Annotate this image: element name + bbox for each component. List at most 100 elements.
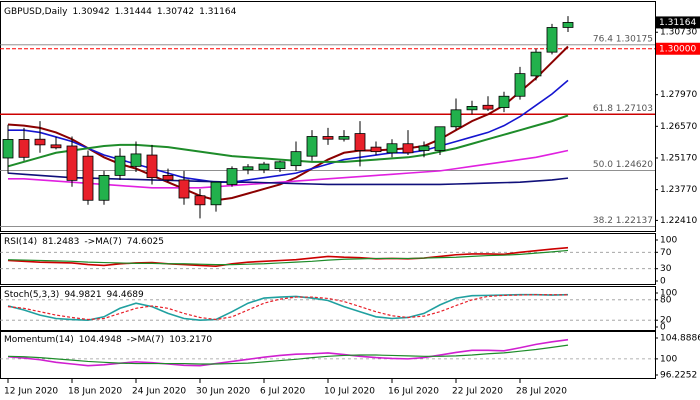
candle-body [34, 138, 46, 146]
y-tick-label: 20 [660, 316, 672, 326]
candle-body [194, 195, 206, 206]
candle-body [162, 174, 174, 181]
candle-body [450, 109, 462, 128]
y-tick-label: 0 [660, 277, 666, 287]
y-tick-label: 1.27970 [660, 90, 697, 100]
indicator-name: Momentum(14) [4, 335, 74, 345]
symbol: GBPUSD,Daily [4, 7, 68, 17]
candle-body [546, 27, 558, 53]
x-tick-label: 22 Jul 2020 [452, 387, 503, 397]
y-tick-label: 80 [660, 295, 672, 305]
candle-body [226, 168, 238, 185]
y-tick-label: 0 [660, 323, 666, 333]
y-tick-label: 1.22410 [660, 216, 697, 226]
indicator-line [7, 338, 569, 367]
candle-body [130, 153, 142, 167]
price-level-box [656, 42, 700, 55]
indicator-name: ->MA(7) [127, 335, 164, 345]
candle-body [274, 161, 286, 170]
x-tick-label: 12 Jun 2020 [4, 387, 58, 397]
indicator-header: RSI(14) 81.2483 ->MA(7) 74.6025 [4, 237, 164, 247]
candle-body [530, 51, 542, 77]
y-tick-label: 100 [660, 289, 677, 299]
x-tick-label: 24 Jun 2020 [132, 387, 186, 397]
indicator-value: 94.9821 [64, 290, 101, 300]
y-tick-label: 100 [660, 354, 677, 364]
x-tick-label: 16 Jul 2020 [388, 387, 439, 397]
candle-body [18, 139, 30, 158]
indicator-line [7, 249, 569, 266]
fib-label: 50.0 1.24620 [593, 160, 653, 170]
header-low: 1.30742 [157, 7, 194, 17]
y-tick-label: 30 [660, 264, 672, 274]
chart-header: GBPUSD,Daily 1.30942 1.31444 1.30742 1.31164 [4, 7, 237, 17]
indicator-line [7, 344, 569, 365]
fib-label: 38.2 1.22137 [593, 216, 653, 226]
candle-body [562, 22, 574, 28]
candle-body [386, 143, 398, 154]
indicator-line [7, 293, 569, 322]
x-tick-label: 6 Jul 2020 [260, 387, 305, 397]
y-tick-label: 100 [660, 236, 677, 246]
indicator-line [7, 246, 569, 268]
x-tick-label: 30 Jun 2020 [196, 387, 250, 397]
candle-body [418, 145, 430, 151]
y-tick-label: 70 [660, 248, 672, 258]
header-close: 1.31164 [199, 7, 236, 17]
candle-body [210, 181, 222, 206]
candle-body [514, 73, 526, 97]
candle-body [466, 106, 478, 111]
indicator-name: RSI(14) [4, 237, 37, 247]
candle-body [258, 163, 270, 171]
candle-body [498, 95, 510, 108]
moving-average [7, 114, 569, 168]
y-tick-label: 104.8886 [660, 334, 700, 344]
candle-body [370, 146, 382, 153]
price-level-label: 1.30000 [659, 44, 696, 54]
x-tick-label: 10 Jul 2020 [324, 387, 375, 397]
last-price-label: 1.31164 [659, 18, 696, 28]
candle-body [434, 126, 446, 151]
candle-body [354, 133, 366, 151]
candle-body [2, 139, 14, 159]
candle-body [98, 174, 110, 201]
candle-body [482, 104, 494, 110]
candle-body [306, 136, 318, 157]
candle-body [178, 179, 190, 199]
candle-body [290, 151, 302, 167]
pane-frame [0, 331, 656, 379]
candle-body [338, 136, 350, 140]
fib-label: 61.8 1.27103 [593, 104, 653, 114]
header-high: 1.31444 [115, 7, 152, 17]
pane-frame [0, 233, 656, 285]
indicator-value: 94.4689 [107, 290, 144, 300]
candle-body [146, 154, 158, 179]
moving-average [8, 79, 569, 183]
y-tick-label: 1.23770 [660, 185, 697, 195]
fib-label: 76.4 1.30175 [593, 34, 653, 44]
candle-body [402, 143, 414, 154]
indicator-value: 104.4948 [79, 335, 122, 345]
indicator-header: Momentum(14) 104.4948 ->MA(7) 103.2170 [4, 335, 212, 345]
y-tick-label: 96.2252 [660, 371, 697, 381]
x-tick-label: 18 Jun 2020 [68, 387, 122, 397]
indicator-value: 103.2170 [169, 335, 212, 345]
header-open: 1.30942 [72, 7, 109, 17]
candle-body [322, 136, 334, 140]
indicator-value: 74.6025 [127, 237, 164, 247]
candle-body [242, 166, 254, 171]
last-price-box [656, 16, 700, 29]
indicator-header: Stoch(5,3,3) 94.9821 94.4689 [4, 290, 144, 300]
pane-frame [0, 1, 656, 232]
candle-body [50, 144, 62, 149]
pane-frame [0, 286, 656, 331]
candle-body [82, 155, 94, 201]
y-tick-label: 1.25170 [660, 153, 697, 163]
indicator-line [7, 294, 569, 321]
indicator-name: ->MA(7) [84, 237, 121, 247]
candle-body [66, 145, 78, 181]
y-tick-label: 1.26570 [660, 122, 697, 132]
candle-body [114, 155, 126, 176]
